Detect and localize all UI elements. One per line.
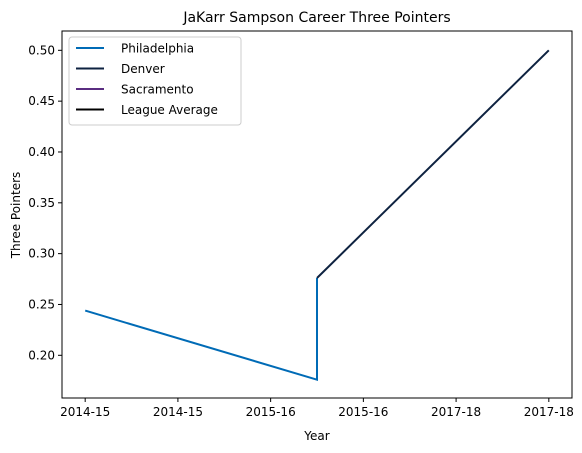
legend-box (68, 36, 242, 126)
plot-lines (84, 49, 550, 382)
legend-label: Sacramento (121, 83, 194, 97)
y-tick-label: 0.35 (28, 196, 55, 210)
y-tick-label: 0.25 (28, 297, 55, 311)
plot-frame (61, 30, 573, 399)
legend-label: Philadelphia (121, 42, 194, 56)
legend: Philadelphia Denver Sacramento League Avera… (68, 36, 242, 126)
y-tick-label: 0.30 (28, 247, 55, 261)
y-tick-label: 0.45 (28, 94, 55, 108)
chart-title: JaKarr Sampson Career Three Pointers (182, 10, 450, 26)
y-tick-label: 0.50 (28, 43, 55, 57)
x-axis-ticks: 2014-15 2014-15 2015-16 2015-16 2017-18 2017-… (60, 398, 574, 419)
x-tick-label: 2014-15 (60, 405, 110, 419)
y-tick-label: 0.20 (28, 348, 55, 362)
y-axis-title: Three Pointers (9, 172, 23, 260)
y-axis-ticks: 0.20 0.25 0.30 0.35 0.40 0.45 0.50 (28, 43, 62, 362)
series-line-philadelphia (84, 278, 318, 382)
x-tick-label: 2017-18 (431, 405, 481, 419)
legend-label: Denver (121, 62, 165, 76)
x-tick-label: 2014-15 (153, 405, 203, 419)
x-tick-label: 2015-16 (246, 405, 296, 419)
legend-label: League Average (121, 103, 218, 117)
x-tick-label: 2017-18 (524, 405, 574, 419)
x-tick-label: 2015-16 (338, 405, 388, 419)
series-line-denver (316, 49, 550, 279)
x-axis-title: Year (303, 429, 329, 443)
y-tick-label: 0.40 (28, 145, 55, 159)
